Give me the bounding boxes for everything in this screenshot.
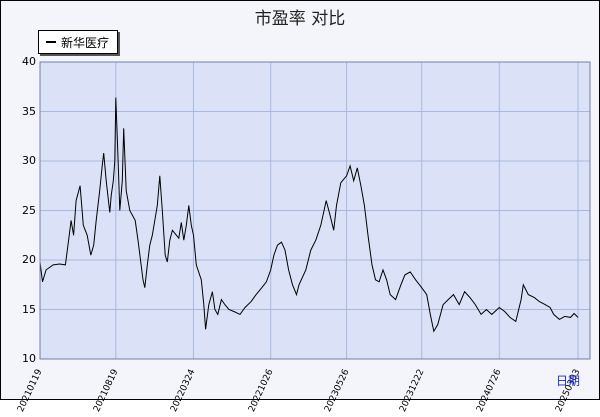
series-line xyxy=(39,97,579,333)
y-tick-label: 20 xyxy=(22,253,36,266)
legend: 新华医疗 xyxy=(38,30,118,54)
y-tick-label: 25 xyxy=(22,203,36,217)
plot-border xyxy=(39,61,591,360)
legend-line-swatch xyxy=(46,41,56,43)
chart-title: 市盈率 对比 xyxy=(254,9,346,29)
pe-ratio-line-chart xyxy=(39,61,591,360)
y-tick-label: 40 xyxy=(22,55,36,68)
y-tick-label: 35 xyxy=(22,104,36,118)
y-tick-label: 15 xyxy=(22,302,36,316)
series-layer xyxy=(39,97,579,333)
legend-label: 新华医疗 xyxy=(61,36,110,50)
x-axis-label: 日期 xyxy=(556,374,581,388)
y-tick-label: 10 xyxy=(22,352,36,365)
y-tick-label: 30 xyxy=(22,154,36,167)
